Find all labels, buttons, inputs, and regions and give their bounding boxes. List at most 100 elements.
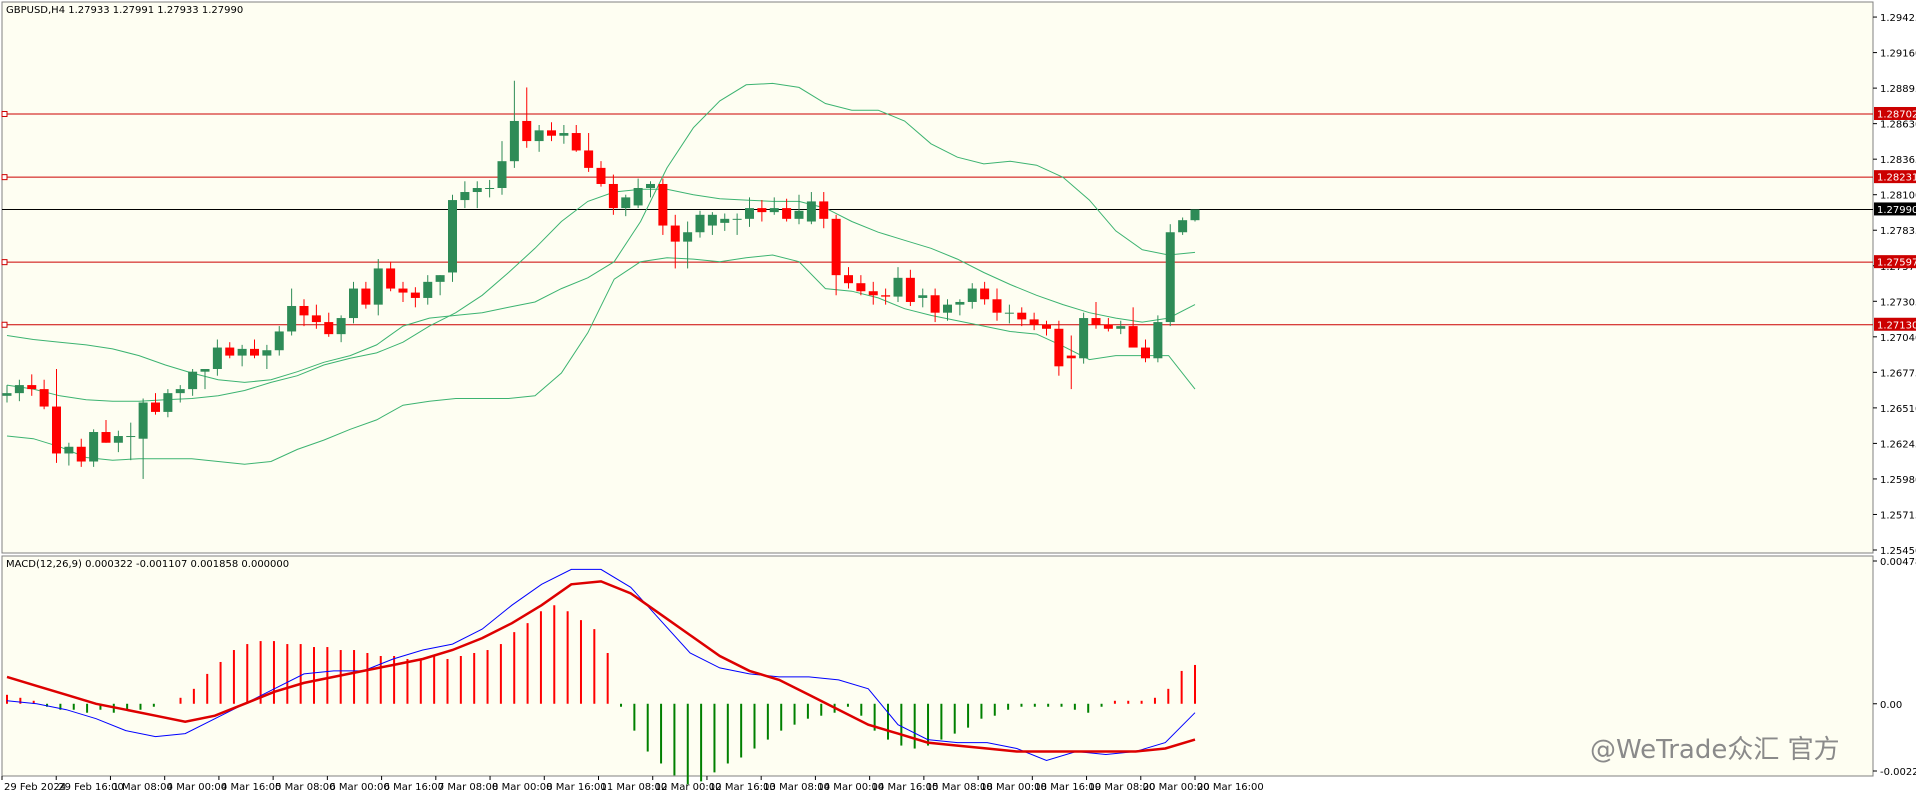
candle xyxy=(497,141,507,195)
time-axis-label: 12 Mar 00:00 xyxy=(655,782,722,793)
candle-body xyxy=(373,268,383,305)
candle xyxy=(113,430,123,453)
candle xyxy=(905,269,915,306)
candle-body xyxy=(844,275,853,284)
candle xyxy=(250,339,259,359)
candle xyxy=(534,124,544,152)
candle-body xyxy=(819,201,829,219)
candle xyxy=(1153,315,1163,363)
time-axis-label: 29 Feb 2024 xyxy=(4,782,66,793)
candle xyxy=(757,200,767,222)
time-axis-label: 8 Mar 16:00 xyxy=(546,782,606,793)
candle xyxy=(138,398,148,479)
candle-body xyxy=(1004,312,1014,314)
candle xyxy=(522,87,532,148)
candle xyxy=(373,259,383,316)
candle xyxy=(1165,224,1175,327)
time-axis-label: 11 Mar 08:00 xyxy=(601,782,668,793)
candle xyxy=(262,344,272,369)
price-axis-label: 1.27835 xyxy=(1880,226,1916,237)
candle xyxy=(386,261,396,292)
candle-body xyxy=(757,208,767,213)
candle-body xyxy=(943,304,952,313)
candle xyxy=(311,304,321,329)
time-axis-label: 29 Feb 16:00 xyxy=(58,782,124,793)
level-line-handle[interactable] xyxy=(1,174,8,181)
time-axis-label: 18 Mar 00:00 xyxy=(980,782,1047,793)
candle-body xyxy=(200,369,210,372)
candle-body xyxy=(14,385,24,394)
candle xyxy=(1066,335,1076,390)
candle-body xyxy=(163,393,173,412)
candle xyxy=(596,161,606,187)
candle-body xyxy=(138,402,148,439)
candle xyxy=(683,221,693,269)
candle-body xyxy=(893,277,903,297)
price-axis-label: 1.28100 xyxy=(1880,191,1916,202)
candle xyxy=(1128,307,1138,348)
level-line-handle[interactable] xyxy=(1,259,8,266)
candle xyxy=(955,299,965,316)
candle xyxy=(559,124,569,144)
candle xyxy=(1029,312,1039,331)
candle xyxy=(881,288,891,305)
candle-body xyxy=(621,197,631,209)
candle-body xyxy=(435,275,445,282)
candle-body xyxy=(856,283,866,292)
candle-body xyxy=(509,120,519,162)
candle-body xyxy=(1091,318,1101,325)
level-line-handle[interactable] xyxy=(1,110,8,117)
symbol-info-label: GBPUSD,H4 1.27933 1.27991 1.27933 1.2799… xyxy=(6,5,243,16)
level-line-handle[interactable] xyxy=(1,321,8,328)
candle-body xyxy=(559,133,569,136)
candle-body xyxy=(485,188,495,189)
candle xyxy=(806,192,816,225)
candle xyxy=(410,287,420,308)
candle xyxy=(1091,301,1101,329)
candle xyxy=(646,181,655,198)
candle xyxy=(101,419,111,443)
bollinger-middle-band xyxy=(6,188,1196,402)
candle-body xyxy=(547,130,556,136)
candle xyxy=(794,194,804,225)
candle xyxy=(769,197,779,215)
price-panel[interactable] xyxy=(1,1,1874,554)
candle-body xyxy=(52,406,61,454)
candle xyxy=(175,385,185,403)
price-axis-label: 1.26245 xyxy=(1880,439,1916,450)
candle-body xyxy=(732,218,742,220)
time-axis-label: 12 Mar 16:00 xyxy=(709,782,776,793)
price-axis-label: 1.28895 xyxy=(1880,84,1916,95)
candle-body xyxy=(794,210,804,219)
price-axis-label: 1.25980 xyxy=(1880,475,1916,486)
candle xyxy=(485,179,495,198)
candle-body xyxy=(769,208,779,213)
candle-body xyxy=(1190,209,1200,221)
candle-body xyxy=(27,385,37,390)
candle xyxy=(584,133,594,172)
level-price-tag xyxy=(1874,255,1916,269)
candle xyxy=(547,122,556,142)
candle-body xyxy=(955,301,965,305)
candle xyxy=(571,124,581,152)
current-price-tag xyxy=(1874,202,1916,216)
time-axis-label: 4 Mar 00:00 xyxy=(167,782,227,793)
candle-body xyxy=(1153,322,1163,359)
candle xyxy=(212,339,222,376)
candle xyxy=(1079,312,1089,364)
time-axis-label: 6 Mar 00:00 xyxy=(329,782,389,793)
time-axis-label: 8 Mar 00:00 xyxy=(492,782,552,793)
candle xyxy=(831,214,841,296)
price-axis-label: 1.29425 xyxy=(1880,13,1916,24)
candle-body xyxy=(212,347,222,369)
candle-body xyxy=(423,281,433,298)
macd-axis-label: 0.004782 xyxy=(1880,557,1916,568)
candle-body xyxy=(460,192,470,201)
time-axis-label: 13 Mar 08:00 xyxy=(763,782,830,793)
price-axis-label: 1.27305 xyxy=(1880,297,1916,308)
candle xyxy=(1004,304,1014,324)
candle xyxy=(163,389,173,418)
candle xyxy=(1116,320,1126,335)
candle-body xyxy=(1128,326,1138,348)
